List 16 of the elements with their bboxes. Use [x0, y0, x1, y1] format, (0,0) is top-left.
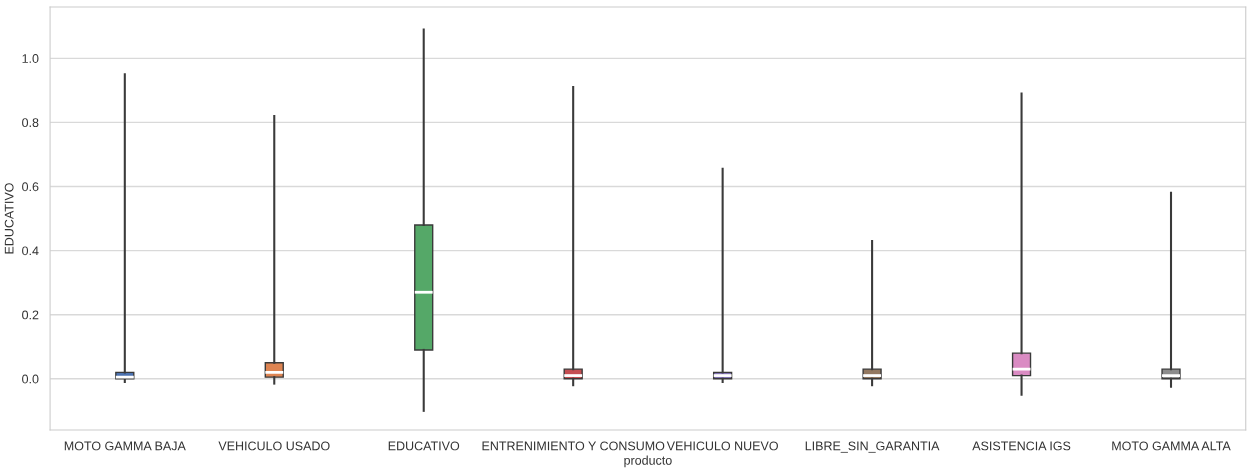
x-tick-label: ASISTENCIA IGS — [972, 441, 1071, 451]
y-tick-label: 0.4 — [22, 246, 39, 256]
y-tick-label: 0.8 — [22, 118, 39, 128]
x-tick-label: VEHICULO NUEVO — [666, 441, 778, 451]
y-tick-label: 0.0 — [22, 374, 39, 384]
x-tick-label: ENTRENIMIENTO Y CONSUMO — [482, 441, 665, 451]
x-tick-label: LIBRE_SIN_GARANTIA — [805, 441, 940, 453]
y-tick-label: 0.2 — [22, 310, 39, 320]
x-tick-label: EDUCATIVO — [388, 441, 460, 451]
y-axis-title: EDUCATIVO — [4, 183, 14, 254]
x-tick-label: MOTO GAMMA ALTA — [1112, 441, 1231, 451]
x-axis-title: producto — [624, 455, 672, 468]
x-tick-label: MOTO GAMMA BAJA — [64, 441, 186, 451]
y-tick-label: 0.6 — [22, 182, 39, 192]
y-tick-label: 1.0 — [22, 54, 39, 63]
x-tick-label: VEHICULO USADO — [218, 441, 330, 451]
